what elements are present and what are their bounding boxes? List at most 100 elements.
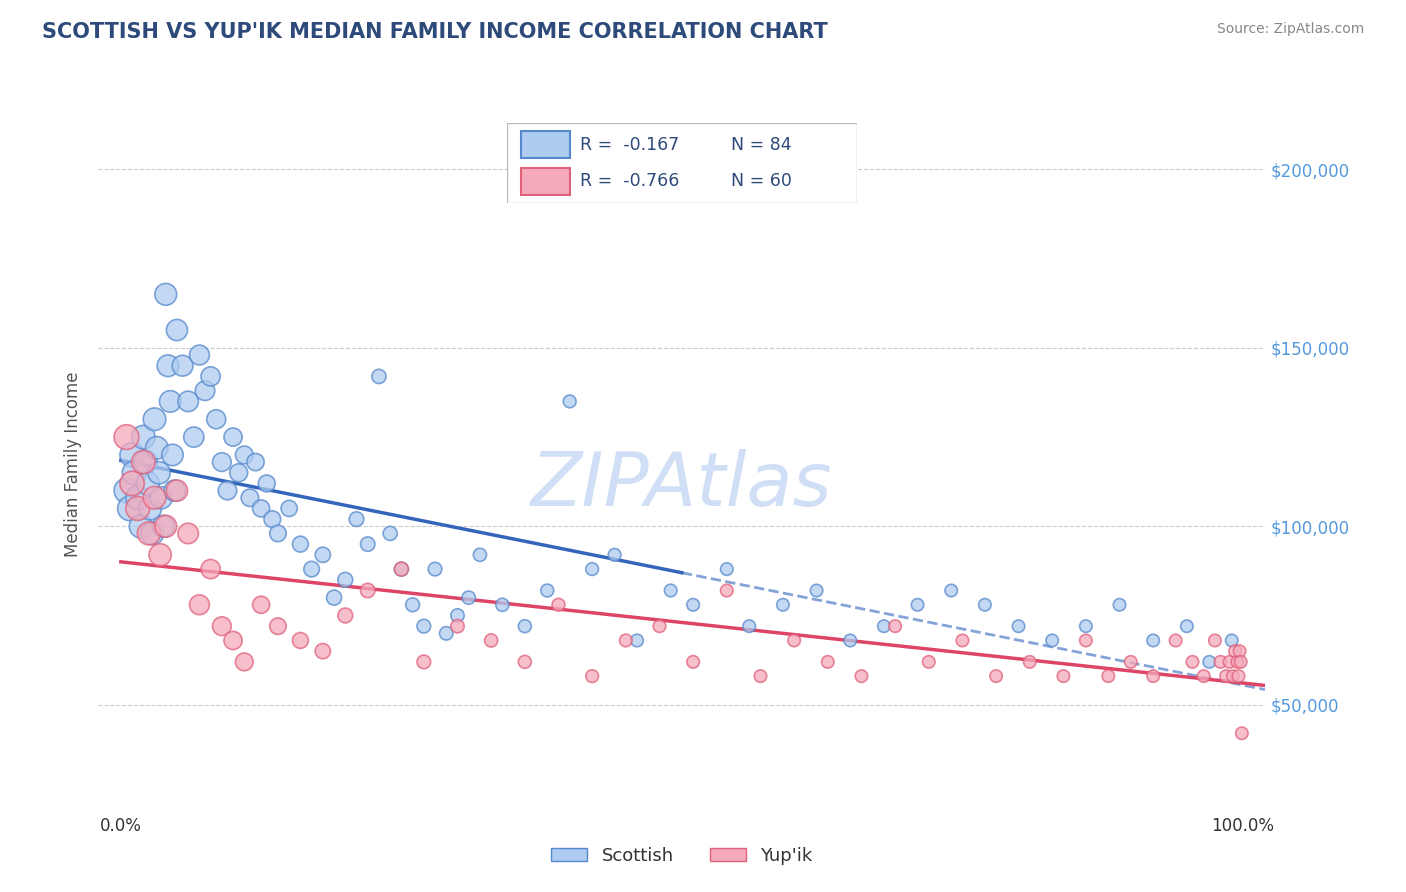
Point [412,655,434,669]
Point [146,441,169,455]
Point [907,598,929,612]
Point [152,519,174,533]
Point [233,655,256,669]
Point [389,562,412,576]
Point [984,669,1007,683]
Point [536,583,558,598]
Point [150,491,173,505]
Point [357,537,380,551]
Point [716,583,738,598]
Point [558,394,581,409]
Point [1119,655,1142,669]
Point [177,526,200,541]
Point [1074,633,1097,648]
Point [183,430,205,444]
Point [312,644,335,658]
Point [141,526,163,541]
Point [159,394,181,409]
Point [205,412,228,426]
Point [163,483,186,498]
Point [115,430,138,444]
Point [335,573,357,587]
Point [1223,644,1246,658]
Legend: Scottish, Yup'ik: Scottish, Yup'ik [544,840,820,872]
Point [239,491,262,505]
Point [918,655,941,669]
Point [851,669,873,683]
Point [323,591,346,605]
Point [682,655,704,669]
Point [143,491,166,505]
Point [155,519,177,533]
Point [1142,633,1164,648]
Point [446,619,468,633]
Point [648,619,671,633]
Point [368,369,391,384]
Point [127,501,149,516]
Text: SCOTTISH VS YUP'IK MEDIAN FAMILY INCOME CORRELATION CHART: SCOTTISH VS YUP'IK MEDIAN FAMILY INCOME … [42,22,828,42]
Point [423,562,446,576]
Point [290,537,312,551]
Point [136,476,159,491]
Point [1215,669,1237,683]
Point [603,548,626,562]
Point [149,548,172,562]
Point [211,455,233,469]
Point [806,583,828,598]
Point [1220,633,1243,648]
Point [401,598,423,612]
Point [139,501,162,516]
Point [188,598,211,612]
Point [1074,619,1097,633]
Point [217,483,239,498]
Y-axis label: Median Family Income: Median Family Income [65,371,83,557]
Point [262,512,284,526]
Point [839,633,862,648]
Point [659,583,682,598]
Point [312,548,335,562]
Point [1222,669,1244,683]
Point [156,359,179,373]
Point [200,562,222,576]
Point [1227,669,1250,683]
Point [121,448,143,462]
Point [1230,726,1253,740]
Point [267,526,290,541]
Point [1218,655,1240,669]
Point [1007,619,1029,633]
Point [172,359,194,373]
Point [256,476,278,491]
Point [626,633,648,648]
Point [357,583,380,598]
Point [188,348,211,362]
Point [1164,633,1187,648]
Point [148,466,170,480]
Point [884,619,907,633]
Point [132,430,155,444]
Point [1229,644,1251,658]
Point [817,655,839,669]
Point [1181,655,1204,669]
Point [138,526,160,541]
Point [121,476,143,491]
Point [245,455,267,469]
Point [155,287,177,301]
Point [346,512,368,526]
Point [115,483,138,498]
Point [513,655,536,669]
Point [491,598,513,612]
Point [581,669,603,683]
Point [132,455,155,469]
Point [1209,655,1232,669]
Point [581,562,603,576]
Point [434,626,457,640]
Point [682,598,704,612]
Point [129,519,152,533]
Point [290,633,312,648]
Point [389,562,412,576]
Point [301,562,323,576]
Point [479,633,502,648]
Point [738,619,761,633]
Point [200,369,222,384]
Point [1097,669,1119,683]
